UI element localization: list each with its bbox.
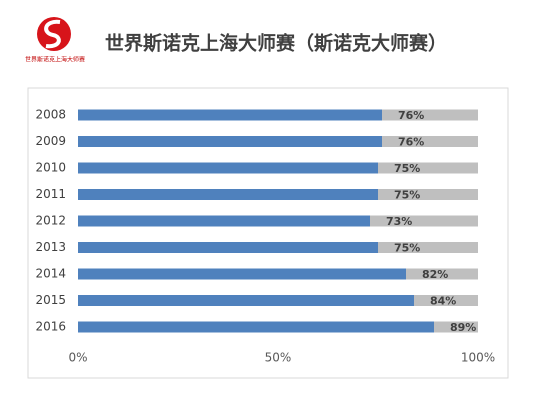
data-label: 84% (430, 295, 456, 308)
bar (78, 162, 378, 174)
y-tick-label: 2014 (35, 267, 66, 281)
y-tick-label: 2009 (35, 134, 66, 148)
y-tick-label: 2013 (35, 240, 66, 254)
y-tick-label: 2010 (35, 161, 66, 175)
data-label: 75% (394, 162, 420, 175)
data-label: 73% (386, 215, 412, 228)
y-tick-label: 2016 (35, 320, 66, 334)
x-tick-label: 50% (265, 351, 292, 365)
y-tick-label: 2011 (35, 187, 66, 201)
data-label: 76% (398, 136, 424, 149)
chart-frame (27, 87, 509, 379)
data-label: 89% (450, 321, 476, 334)
plot: 0% 50% 100% 2008 76% 2009 76% 2010 75% 2011 75% 201… (35, 108, 495, 365)
bar (78, 109, 382, 121)
bar (78, 321, 434, 333)
bar (78, 242, 378, 253)
y-tick-label: 2008 (35, 108, 66, 122)
bar (78, 295, 414, 306)
y-tick-label: 2012 (35, 214, 66, 228)
data-label: 75% (394, 189, 420, 202)
logo-s (44, 19, 61, 49)
bar (78, 136, 382, 147)
bar (78, 215, 370, 227)
bar (78, 189, 378, 200)
data-label: 76% (398, 109, 424, 122)
chart-title: 世界斯诺克上海大师赛（斯诺克大师赛） (105, 32, 447, 55)
x-tick-label: 0% (68, 351, 87, 365)
y-tick-label: 2015 (35, 293, 66, 307)
bar (78, 268, 406, 280)
logo: 世界斯诺克上海大师赛 (25, 17, 85, 64)
data-label: 75% (394, 242, 420, 255)
x-tick-label: 100% (461, 351, 495, 365)
data-label: 82% (422, 268, 448, 281)
logo-text: 世界斯诺克上海大师赛 (25, 56, 85, 64)
